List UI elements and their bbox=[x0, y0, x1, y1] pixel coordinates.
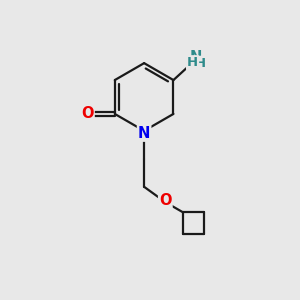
Text: H: H bbox=[187, 56, 198, 69]
Text: N: N bbox=[138, 126, 150, 141]
Text: N: N bbox=[189, 50, 202, 65]
Text: H: H bbox=[195, 57, 206, 70]
Text: O: O bbox=[81, 106, 94, 122]
Text: O: O bbox=[159, 193, 172, 208]
